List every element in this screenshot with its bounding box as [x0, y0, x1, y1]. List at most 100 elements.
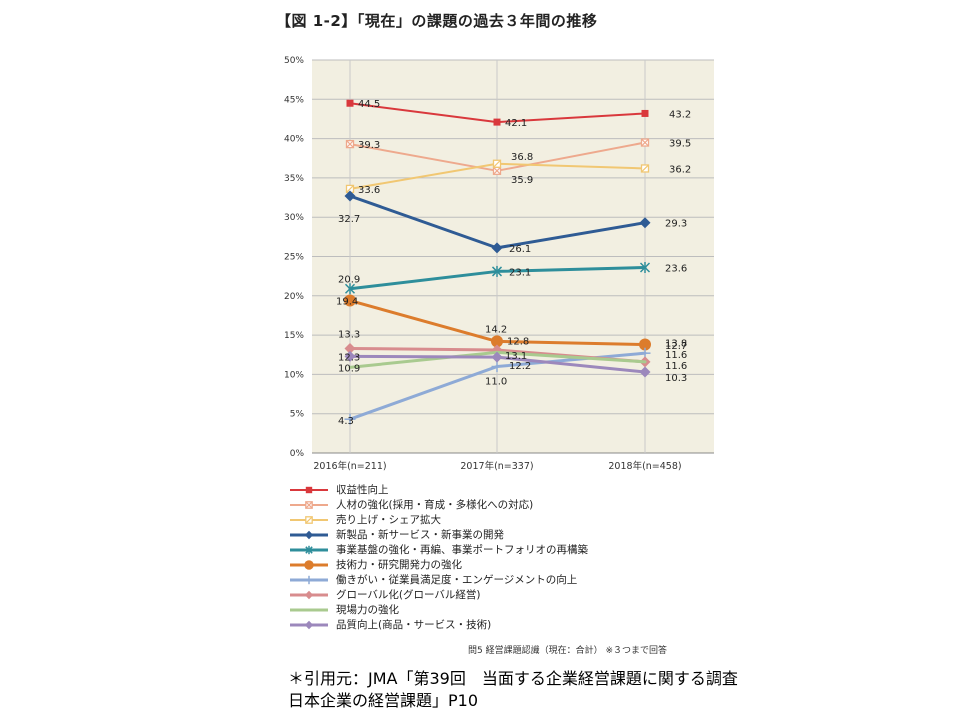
series-marker	[491, 265, 503, 277]
marker-stroke	[641, 138, 649, 147]
series-marker	[305, 501, 313, 509]
survey-note: 問5 経営課題認識（現在：合計） ※３つまで回答	[468, 646, 667, 656]
x-tick-label: 2018年(n=458)	[608, 460, 681, 472]
data-label: 10.9	[338, 363, 360, 374]
y-tick-label: 35%	[284, 174, 304, 184]
data-labels: 44.5 42.1 43.2 39.3 35.9 39.5 33.6 36.8 36.2 32.7…	[336, 99, 691, 427]
series-marker	[491, 361, 503, 373]
citation-text: ＊引用元：JMA「第39回 当面する企業経営課題に関する調査 日本企業の経営課題…	[288, 669, 754, 710]
marker-stroke	[641, 164, 649, 173]
series-marker	[492, 166, 502, 175]
data-label: 20.9	[338, 275, 360, 286]
series-marker	[491, 351, 503, 363]
legend-label: 人材の強化(採用・育成・多様化への対応)	[336, 499, 534, 511]
marker-stroke	[493, 166, 501, 175]
y-tick-label: 0%	[290, 449, 305, 459]
series-marker	[344, 350, 356, 362]
y-tick-label: 45%	[284, 95, 304, 105]
data-label: 10.3	[665, 373, 687, 384]
legend-label: 働きがい・従業員満足度・エンゲージメントの向上	[336, 574, 578, 586]
data-label: 4.3	[338, 416, 354, 427]
series-marker	[304, 590, 314, 600]
marker-stroke	[305, 516, 313, 524]
series-marker	[344, 413, 356, 425]
series-marker	[305, 545, 313, 555]
legend-swatch	[290, 608, 328, 612]
data-label: 13.3	[338, 329, 360, 340]
data-label: 11.6	[665, 350, 687, 361]
legend-item: 新製品・新サービス・新事業の開発	[288, 528, 728, 542]
series-marker	[641, 109, 649, 117]
legend-item: 現場力の強化	[288, 603, 728, 617]
data-label: 23.1	[509, 267, 531, 278]
legend-label: 新製品・新サービス・新事業の開発	[336, 529, 504, 541]
series-marker	[304, 530, 314, 540]
data-label: 36.8	[511, 152, 533, 163]
data-label: 14.2	[485, 324, 507, 335]
series-marker	[345, 139, 355, 149]
series-marker	[305, 516, 313, 524]
data-label: 39.3	[358, 140, 380, 151]
data-label: 35.9	[511, 175, 533, 186]
y-tick-label: 25%	[284, 253, 304, 263]
series-marker	[344, 342, 356, 354]
data-label: 29.3	[665, 219, 687, 230]
series-lines	[344, 99, 651, 425]
series-2	[345, 138, 650, 175]
data-label: 42.1	[505, 118, 527, 129]
data-label: 11.6	[665, 361, 687, 372]
x-tick-label: 2016年(n=211)	[313, 460, 386, 472]
legend-swatch	[290, 516, 328, 524]
legend-swatch	[290, 545, 328, 555]
series-marker	[639, 262, 651, 274]
series-marker	[639, 338, 651, 351]
series-marker	[491, 335, 503, 348]
legend-swatch	[290, 486, 328, 494]
marker-stroke	[346, 140, 354, 149]
legend-label: 収益性向上	[336, 484, 389, 496]
series-marker	[344, 294, 356, 307]
legend-label: 事業基盤の強化・再編、事業ポートフォリオの再構築	[336, 544, 588, 556]
marker-stroke	[346, 184, 354, 193]
legend-label: グローバル化(グローバル経営)	[336, 589, 481, 601]
legend-item: 事業基盤の強化・再編、事業ポートフォリオの再構築	[288, 543, 728, 557]
legend-item: 働きがい・従業員満足度・エンゲージメントの向上	[288, 573, 728, 587]
series-marker	[344, 190, 356, 202]
data-label: 12.8	[507, 336, 529, 347]
series-marker	[304, 620, 314, 630]
series-marker	[346, 99, 354, 107]
y-tick-label: 10%	[284, 370, 304, 380]
data-label: 44.5	[358, 99, 380, 110]
series-marker	[639, 217, 651, 229]
legend-swatch	[290, 560, 328, 570]
data-label: 43.2	[669, 109, 691, 120]
data-label: 32.7	[338, 214, 360, 225]
data-label: 13.8	[665, 339, 687, 350]
legend-swatch	[290, 590, 328, 600]
legend-label: 売り上げ・シェア拡大	[336, 514, 441, 526]
data-label: 26.1	[509, 244, 531, 255]
series-10	[344, 350, 651, 378]
marker-stroke	[305, 501, 313, 509]
data-label: 23.6	[665, 264, 687, 275]
legend-swatch	[290, 575, 328, 585]
legend-item: グローバル化(グローバル経営)	[288, 588, 728, 602]
data-label: 11.0	[485, 377, 507, 388]
legend-item: 売り上げ・シェア拡大	[288, 513, 728, 527]
series-marker	[639, 366, 651, 378]
data-label: 36.2	[669, 164, 691, 175]
data-label: 39.5	[669, 139, 691, 150]
legend-label: 技術力・研究開発力の強化	[336, 559, 462, 571]
series-6	[344, 294, 651, 351]
legend-item: 技術力・研究開発力の強化	[288, 558, 728, 572]
data-label: 13.1	[505, 351, 527, 362]
marker-stroke	[493, 159, 501, 168]
series-marker	[640, 138, 650, 147]
y-tick-label: 20%	[284, 292, 304, 302]
data-label: 19.4	[336, 297, 358, 308]
legend-swatch	[290, 501, 328, 509]
y-axis-ticks: 0% 5% 10% 15% 20% 25% 30% 35% 40% 45% 50%	[284, 56, 304, 459]
series-marker	[305, 486, 313, 494]
legend-item: 品質向上(商品・サービス・技術)	[288, 618, 728, 632]
series-3	[345, 159, 650, 194]
